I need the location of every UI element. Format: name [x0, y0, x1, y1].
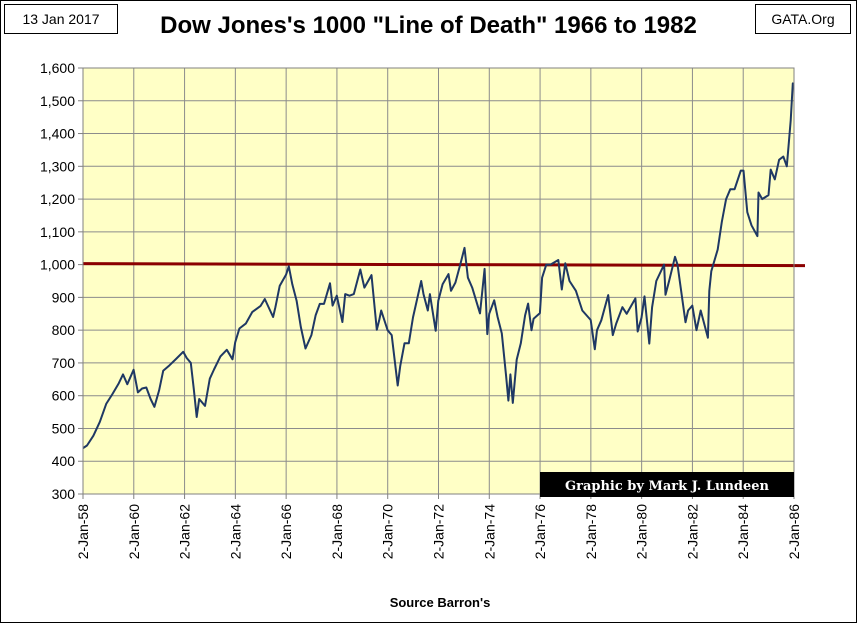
x-tick-label: 2-Jan-76 — [532, 504, 548, 559]
line-of-death — [82, 262, 806, 268]
y-tick-label: 900 — [52, 289, 76, 305]
y-tick-label: 600 — [52, 388, 76, 404]
y-tick-label: 1,100 — [40, 224, 75, 240]
x-axis-label: Source Barron's — [389, 595, 491, 610]
x-tick-label: 2-Jan-66 — [278, 504, 294, 559]
x-axis-ticks: 2-Jan-58 2-Jan-60 2-Jan-62 2-Jan-64 2-Jan-66… — [75, 494, 802, 559]
site-label: GATA.Org — [755, 4, 851, 34]
y-tick-label: 1,000 — [40, 257, 75, 273]
x-tick-label: 2-Jan-74 — [481, 504, 497, 559]
y-tick-label: 700 — [52, 355, 76, 371]
y-tick-label: 1,600 — [40, 60, 75, 76]
date-label: 13 Jan 2017 — [4, 4, 118, 34]
y-tick-label: 1,400 — [40, 126, 75, 142]
y-axis-ticks: 300 400 500 600 700 800 900 1,000 1,100 1,200 1,30… — [40, 60, 83, 502]
credit-text: Graphic by Mark J. Lundeen — [565, 479, 770, 494]
x-tick-label: 2-Jan-62 — [177, 504, 193, 559]
x-tick-label: 2-Jan-82 — [684, 504, 700, 559]
x-tick-label: 2-Jan-84 — [735, 504, 751, 559]
x-tick-label: 2-Jan-68 — [329, 504, 345, 559]
series-line — [82, 82, 795, 449]
x-tick-label: 2-Jan-78 — [583, 504, 599, 559]
chart-title: Dow Jones's 1000 "Line of Death" 1966 to… — [160, 12, 697, 39]
credit-background — [540, 472, 794, 497]
x-tick-label: 2-Jan-72 — [431, 504, 447, 559]
y-tick-label: 1,300 — [40, 158, 75, 174]
x-tick-label: 2-Jan-86 — [786, 504, 802, 559]
x-tick-label: 2-Jan-58 — [75, 504, 91, 559]
credit-box: Graphic by Mark J. Lundeen — [540, 472, 794, 497]
x-tick-label: 2-Jan-60 — [126, 504, 142, 559]
y-tick-label: 300 — [52, 486, 76, 502]
y-tick-label: 1,500 — [40, 93, 75, 109]
x-tick-label: 2-Jan-64 — [227, 504, 243, 559]
x-tick-label: 2-Jan-70 — [380, 504, 396, 559]
y-tick-label: 1,200 — [40, 191, 75, 207]
y-tick-label: 500 — [52, 420, 76, 436]
y-tick-label: 400 — [52, 453, 76, 469]
y-tick-label: 800 — [52, 322, 76, 338]
x-tick-label: 2-Jan-80 — [634, 504, 650, 559]
